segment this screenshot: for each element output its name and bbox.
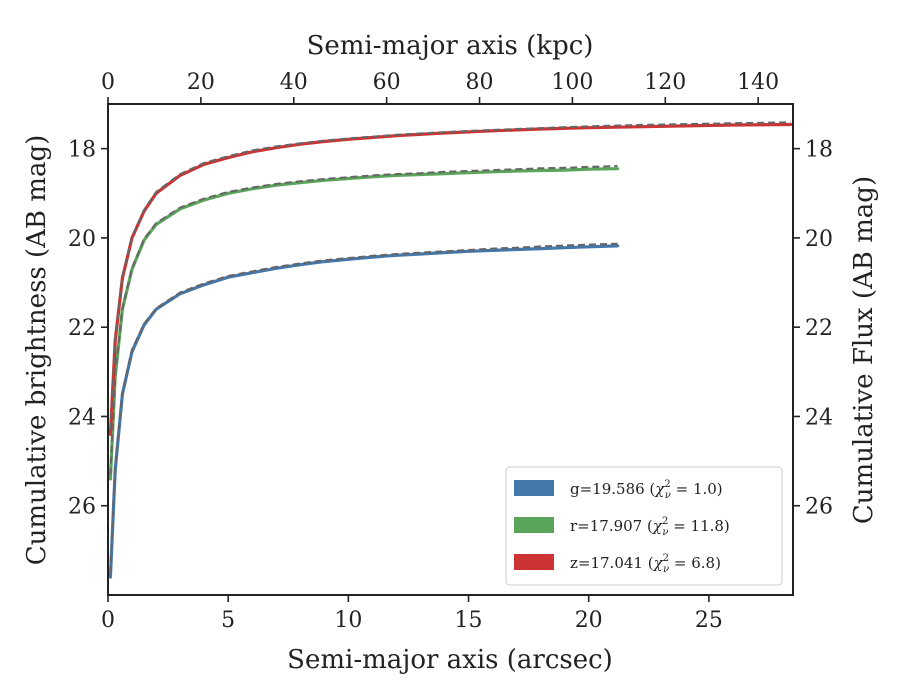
data-line-r	[108, 167, 620, 481]
y2-tick-label: 20	[805, 227, 833, 252]
plot-area	[108, 121, 793, 579]
legend: g=19.586 (χ2 ν = 1.0) r=17.907 (χ2 ν = 11.…	[505, 466, 783, 586]
legend-swatch-g	[514, 480, 554, 496]
x2-tick-label: 40	[280, 70, 308, 95]
x-tick-label: 15	[455, 608, 483, 633]
y-axis-title: Cumulative brightness (AB mag)	[22, 135, 52, 566]
y-tick-label: 26	[68, 495, 96, 520]
y2-tick-label: 24	[805, 405, 833, 430]
x-axis-title: Semi-major axis (arcsec)	[287, 645, 613, 675]
x2-tick-label: 0	[101, 70, 115, 95]
y-tick-label: 24	[68, 405, 96, 430]
legend-label-g: g=19.586 (χ2 ν = 1.0)	[570, 479, 723, 501]
legend-label-z: z=17.041 (χ2 ν = 6.8)	[570, 553, 721, 575]
model-line-z	[109, 121, 791, 430]
series-layer	[108, 121, 793, 579]
y2-tick-label: 26	[805, 495, 833, 520]
x2-tick-label: 140	[737, 70, 779, 95]
y2-tick-label: 18	[805, 138, 833, 163]
x2-tick-label: 60	[373, 70, 401, 95]
x-tick-label: 25	[695, 608, 723, 633]
plot-frame	[107, 103, 794, 596]
x2-tick-label: 80	[466, 70, 494, 95]
y2-axis-title: Cumulative Flux (AB mag)	[849, 176, 879, 524]
legend-box	[505, 466, 783, 586]
x2-tick-label: 100	[551, 70, 593, 95]
legend-entry-g: g=19.586 (χ2 ν = 1.0)	[514, 479, 723, 501]
legend-label-r: r=17.907 (χ2 ν = 11.8)	[570, 516, 730, 538]
y2-tick-label: 22	[805, 316, 833, 341]
legend-entry-z: z=17.041 (χ2 ν = 6.8)	[514, 553, 721, 575]
x-tick-label: 5	[221, 608, 235, 633]
x2-tick-label: 120	[644, 70, 686, 95]
legend-entry-r: r=17.907 (χ2 ν = 11.8)	[514, 516, 730, 538]
model-line-g	[109, 242, 618, 573]
x-tick-label: 20	[575, 608, 603, 633]
y-tick-label: 22	[68, 316, 96, 341]
ticks-layer: 0 5 10 15 20 25 0 20 40 60 80 100 120 140 18 18 20 20 22 22…	[68, 70, 833, 633]
x-tick-label: 10	[334, 608, 362, 633]
model-line-r	[109, 165, 618, 475]
legend-swatch-r	[514, 517, 554, 533]
x-tick-label: 0	[101, 608, 115, 633]
data-line-g	[108, 244, 620, 579]
y-tick-label: 18	[68, 138, 96, 163]
legend-swatch-z	[514, 554, 554, 570]
y-tick-label: 20	[68, 227, 96, 252]
x2-axis-title: Semi-major axis (kpc)	[307, 31, 594, 61]
x2-tick-label: 20	[187, 70, 215, 95]
